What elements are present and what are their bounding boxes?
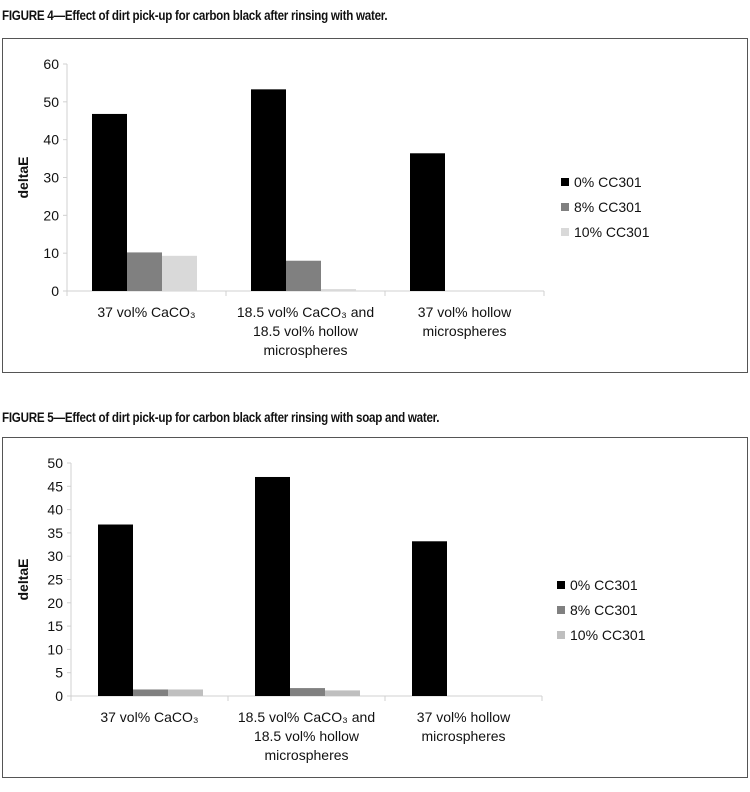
bar-8-cc301-cat-2 xyxy=(290,688,325,696)
x-category-label: microspheres xyxy=(264,747,348,763)
legend-swatch xyxy=(557,606,565,614)
y-tick-label: 40 xyxy=(43,132,59,148)
y-tick-label: 50 xyxy=(47,455,63,471)
y-tick-label: 15 xyxy=(47,618,63,634)
y-tick-label: 60 xyxy=(43,56,59,72)
y-tick-label: 35 xyxy=(47,525,63,541)
x-category-label: 18.5 vol% CaCO₃ and xyxy=(237,304,374,320)
bar-10-cc301-cat-1 xyxy=(168,689,203,696)
y-tick-label: 45 xyxy=(47,478,63,494)
y-tick-label: 5 xyxy=(55,665,63,681)
y-tick-label: 0 xyxy=(55,688,63,704)
legend-label: 8% CC301 xyxy=(574,199,642,215)
legend-swatch xyxy=(557,631,565,639)
figure-4-caption: FIGURE 4—Effect of dirt pick-up for carb… xyxy=(2,8,388,23)
y-tick-label: 0 xyxy=(51,283,59,299)
bar-8-cc301-cat-1 xyxy=(133,689,168,696)
bar-0-cc301-cat-3 xyxy=(410,153,445,291)
legend-label: 0% CC301 xyxy=(570,577,638,593)
bar-10-cc301-cat-2 xyxy=(321,289,356,291)
x-category-label: 37 vol% hollow xyxy=(417,709,511,725)
y-tick-label: 40 xyxy=(47,502,63,518)
legend-label: 0% CC301 xyxy=(574,174,642,190)
x-category-label: 18.5 vol% hollow xyxy=(254,728,360,744)
x-category-label: microspheres xyxy=(422,323,506,339)
x-category-label: microspheres xyxy=(263,342,347,358)
legend-swatch xyxy=(557,581,565,589)
bar-10-cc301-cat-2 xyxy=(325,690,360,696)
y-tick-label: 30 xyxy=(47,548,63,564)
legend-label: 8% CC301 xyxy=(570,602,638,618)
y-axis-title: deltaE xyxy=(15,156,31,198)
legend-swatch xyxy=(561,203,569,211)
figure-5-caption: FIGURE 5—Effect of dirt pick-up for carb… xyxy=(2,410,440,425)
figure-4-chart-panel: 0 10 20 30 40 50 60 deltaE 37 vol% CaCO₃ 18.5 vol… xyxy=(2,38,748,373)
x-category-label: 37 vol% CaCO₃ xyxy=(97,304,195,320)
figure-5-chart: 0 5 10 15 20 25 30 35 40 45 50 deltaE 37 vol% CaCO₃ 1… xyxy=(15,455,646,763)
figure-4-chart: 0 10 20 30 40 50 60 deltaE 37 vol% CaCO₃ 18.5 vol… xyxy=(15,56,650,358)
x-category-label: microspheres xyxy=(421,728,505,744)
bar-0-cc301-cat-1 xyxy=(98,524,133,696)
y-tick-label: 50 xyxy=(43,94,59,110)
legend-label: 10% CC301 xyxy=(574,224,650,240)
bar-0-cc301-cat-2 xyxy=(251,89,286,291)
bar-0-cc301-cat-2 xyxy=(255,476,290,696)
x-category-label: 37 vol% hollow xyxy=(418,304,512,320)
bar-0-cc301-cat-1 xyxy=(92,113,127,291)
x-category-label: 18.5 vol% hollow xyxy=(253,323,359,339)
y-axis-title: deltaE xyxy=(15,558,31,600)
x-category-label: 18.5 vol% CaCO₃ and xyxy=(238,709,375,725)
y-tick-label: 20 xyxy=(47,595,63,611)
legend-label: 10% CC301 xyxy=(570,627,646,643)
bar-0-cc301-cat-3 xyxy=(412,541,447,696)
bar-8-cc301-cat-2 xyxy=(286,260,321,291)
y-tick-label: 10 xyxy=(43,245,59,261)
legend-swatch xyxy=(561,228,569,236)
y-tick-label: 10 xyxy=(47,641,63,657)
x-category-label: 37 vol% CaCO₃ xyxy=(100,709,198,725)
y-tick-label: 30 xyxy=(43,170,59,186)
bar-8-cc301-cat-1 xyxy=(127,252,162,291)
figure-5-chart-panel: 0 5 10 15 20 25 30 35 40 45 50 deltaE 37 vol% CaCO₃ 1… xyxy=(2,437,748,778)
legend-swatch xyxy=(561,178,569,186)
y-tick-label: 20 xyxy=(43,207,59,223)
y-tick-label: 25 xyxy=(47,572,63,588)
bar-10-cc301-cat-1 xyxy=(162,255,197,291)
